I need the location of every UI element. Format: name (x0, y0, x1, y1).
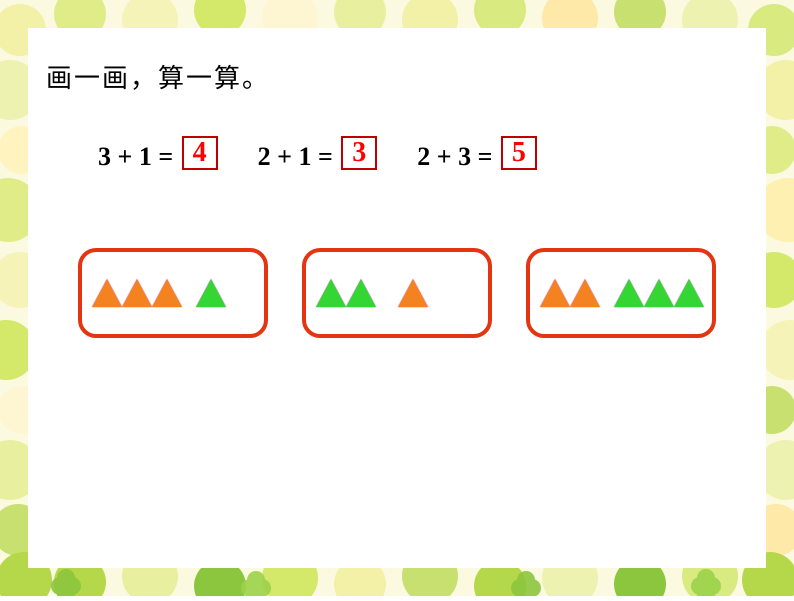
triangle-row (540, 279, 704, 307)
answer-box: 4 (182, 136, 218, 170)
equation-expr: 2 + 3 = (417, 142, 499, 172)
triangle-icon (316, 279, 346, 307)
triangle-icon (346, 279, 376, 307)
answer-box: 5 (501, 136, 537, 170)
answer-box: 3 (341, 136, 377, 170)
page-title: 画一画，算一算。 (46, 58, 270, 95)
triangle-icon (152, 279, 182, 307)
triangle-icon (614, 279, 644, 307)
equation-row: 3 + 1 = 4 2 + 1 = 3 2 + 3 = 5 (98, 140, 726, 174)
triangle-icon (92, 279, 122, 307)
triangle-icon (122, 279, 152, 307)
triangle-row (316, 279, 428, 307)
triangle-icon (196, 279, 226, 307)
triangle-icon (398, 279, 428, 307)
triangle-card-3 (526, 248, 716, 338)
triangle-card-1 (78, 248, 268, 338)
equation-expr: 3 + 1 = (98, 142, 180, 172)
cards-row (78, 248, 716, 338)
triangle-card-2 (302, 248, 492, 338)
triangle-row (92, 279, 226, 307)
triangle-icon (540, 279, 570, 307)
slide-content: 画一画，算一算。 3 + 1 = 4 2 + 1 = 3 2 + 3 = 5 (28, 28, 766, 568)
triangle-icon (674, 279, 704, 307)
equation-expr: 2 + 1 = (258, 142, 340, 172)
equation-3: 2 + 3 = 5 (417, 140, 537, 174)
equation-2: 2 + 1 = 3 (258, 140, 378, 174)
triangle-icon (644, 279, 674, 307)
equation-1: 3 + 1 = 4 (98, 140, 218, 174)
triangle-icon (570, 279, 600, 307)
